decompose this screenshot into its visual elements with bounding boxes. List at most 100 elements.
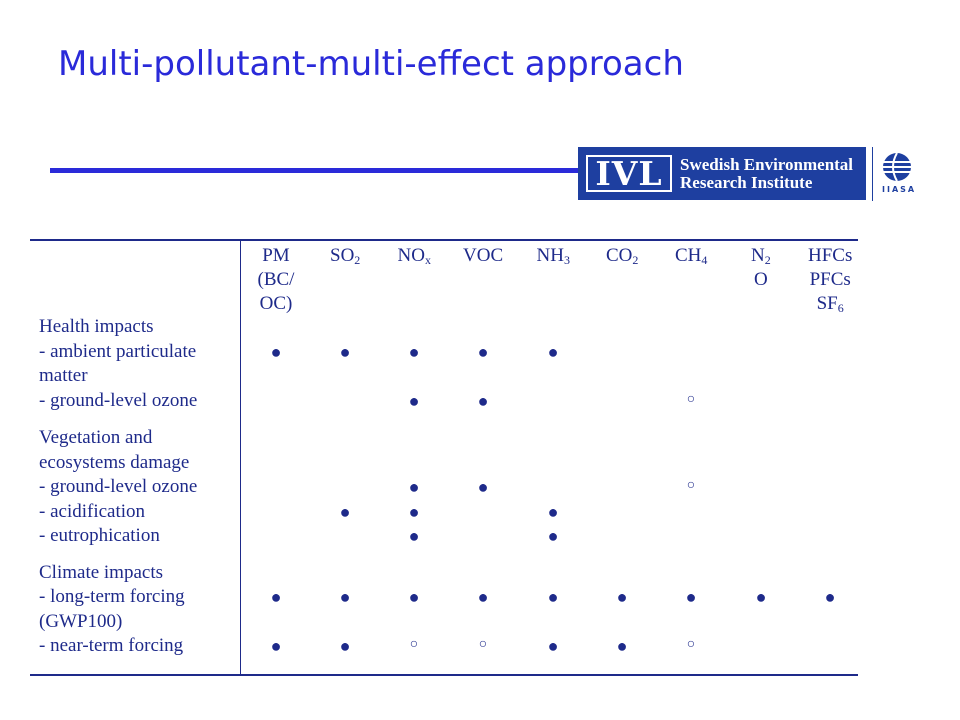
column-header-line: SO2	[330, 244, 360, 268]
open-circle-mark: ○	[686, 637, 696, 652]
subscript: 2	[632, 253, 639, 267]
row-label: - long-term forcing	[39, 586, 185, 607]
filled-dot-mark: ●	[755, 587, 767, 607]
subscript: 2	[764, 253, 771, 267]
column-header-line: PM	[258, 244, 295, 268]
row-label: ecosystems damage	[39, 452, 190, 473]
column-header-n2o: N2 O	[751, 244, 771, 292]
filled-dot-mark: ●	[477, 391, 489, 411]
open-circle-mark: ○	[686, 392, 696, 407]
filled-dot-mark: ●	[408, 502, 420, 522]
column-header-co2: CO2	[606, 244, 638, 268]
filled-dot-mark: ●	[685, 587, 697, 607]
filled-dot-mark: ●	[339, 587, 351, 607]
slide-title: Multi-pollutant-multi-effect approach	[58, 44, 684, 84]
header-text: NH	[536, 245, 564, 266]
filled-dot-mark: ●	[270, 636, 282, 656]
header-text: SF	[816, 293, 838, 314]
column-header-line: CO2	[606, 244, 638, 268]
header-text: HFCs	[808, 245, 853, 266]
subscript: 6	[837, 301, 844, 315]
column-header-line: VOC	[463, 244, 503, 268]
ivl-logo-line1: Swedish Environmental	[680, 154, 854, 174]
column-header-nh3: NH3	[537, 244, 570, 268]
globe-icon	[883, 152, 911, 182]
header-text: VOC	[463, 245, 504, 266]
title-underline	[50, 168, 590, 173]
row-label: Health impacts	[39, 316, 154, 337]
table-top-rule	[30, 239, 858, 241]
row-label: - ground-level ozone	[39, 390, 198, 411]
row-label: - ambient particulate	[39, 341, 197, 362]
filled-dot-mark: ●	[547, 526, 559, 546]
header-text: O	[754, 269, 768, 290]
row-label: matter	[39, 365, 88, 386]
subscript: 2	[354, 253, 361, 267]
row-label: Vegetation and	[39, 427, 153, 448]
filled-dot-mark: ●	[824, 587, 836, 607]
header-text: PM	[262, 245, 290, 266]
header-text: N	[751, 245, 765, 266]
subscript: 4	[701, 253, 708, 267]
filled-dot-mark: ●	[547, 636, 559, 656]
open-circle-mark: ○	[409, 637, 419, 652]
open-circle-mark: ○	[478, 637, 488, 652]
ivl-logo-text: Swedish Environmental Research Institute	[680, 154, 854, 192]
row-label: - near-term forcing	[39, 635, 184, 656]
column-header-line: PFCs	[808, 268, 852, 292]
header-text: NO	[397, 245, 425, 266]
header-text: CO	[606, 245, 633, 266]
column-header-pm: PM (BC/OC)	[258, 244, 295, 316]
filled-dot-mark: ●	[270, 342, 282, 362]
header-text: SO	[330, 245, 355, 266]
filled-dot-mark: ●	[339, 502, 351, 522]
open-circle-mark: ○	[686, 478, 696, 493]
filled-dot-mark: ●	[477, 342, 489, 362]
row-label: (GWP100)	[39, 611, 123, 632]
filled-dot-mark: ●	[270, 587, 282, 607]
column-header-line: O	[751, 268, 771, 292]
ivl-logo-line2: Research Institute	[680, 172, 813, 192]
filled-dot-mark: ●	[547, 342, 559, 362]
filled-dot-mark: ●	[408, 477, 420, 497]
filled-dot-mark: ●	[547, 502, 559, 522]
table-column-divider	[240, 241, 241, 674]
row-label: Climate impacts	[39, 562, 164, 583]
filled-dot-mark: ●	[339, 342, 351, 362]
filled-dot-mark: ●	[408, 587, 420, 607]
filled-dot-mark: ●	[477, 477, 489, 497]
column-header-so2: SO2	[330, 244, 360, 268]
iiasa-logo: IIASA	[872, 147, 917, 201]
ivl-logo: IVL Swedish Environmental Research Insti…	[578, 147, 866, 200]
table-bottom-rule	[30, 674, 858, 676]
filled-dot-mark: ●	[339, 636, 351, 656]
filled-dot-mark: ●	[616, 587, 628, 607]
column-header-line: SF6	[808, 292, 852, 316]
filled-dot-mark: ●	[616, 636, 628, 656]
column-header-line: (BC/	[258, 268, 295, 292]
column-header-line: CH4	[675, 244, 707, 268]
column-header-line: OC)	[258, 292, 295, 316]
column-header-voc: VOC	[463, 244, 503, 268]
column-header-hfcs: HFCs PFCs SF6	[808, 244, 852, 316]
subscript: x	[424, 253, 431, 267]
column-header-nox: NOx	[398, 244, 431, 268]
column-header-line: HFCs	[808, 244, 852, 268]
column-header-line: N2	[751, 244, 771, 268]
row-label: - eutrophication	[39, 525, 160, 546]
header-text: (BC/	[257, 269, 295, 290]
filled-dot-mark: ●	[408, 391, 420, 411]
filled-dot-mark: ●	[408, 526, 420, 546]
filled-dot-mark: ●	[547, 587, 559, 607]
header-text: OC)	[259, 293, 293, 314]
header-text: PFCs	[809, 269, 851, 290]
iiasa-logo-text: IIASA	[882, 185, 917, 194]
row-label: - acidification	[39, 501, 146, 522]
column-header-line: NH3	[537, 244, 570, 268]
ivl-logo-mark: IVL	[586, 155, 672, 192]
filled-dot-mark: ●	[408, 342, 420, 362]
row-label: - ground-level ozone	[39, 476, 198, 497]
column-header-ch4: CH4	[675, 244, 707, 268]
header-text: CH	[675, 245, 702, 266]
subscript: 3	[563, 253, 570, 267]
